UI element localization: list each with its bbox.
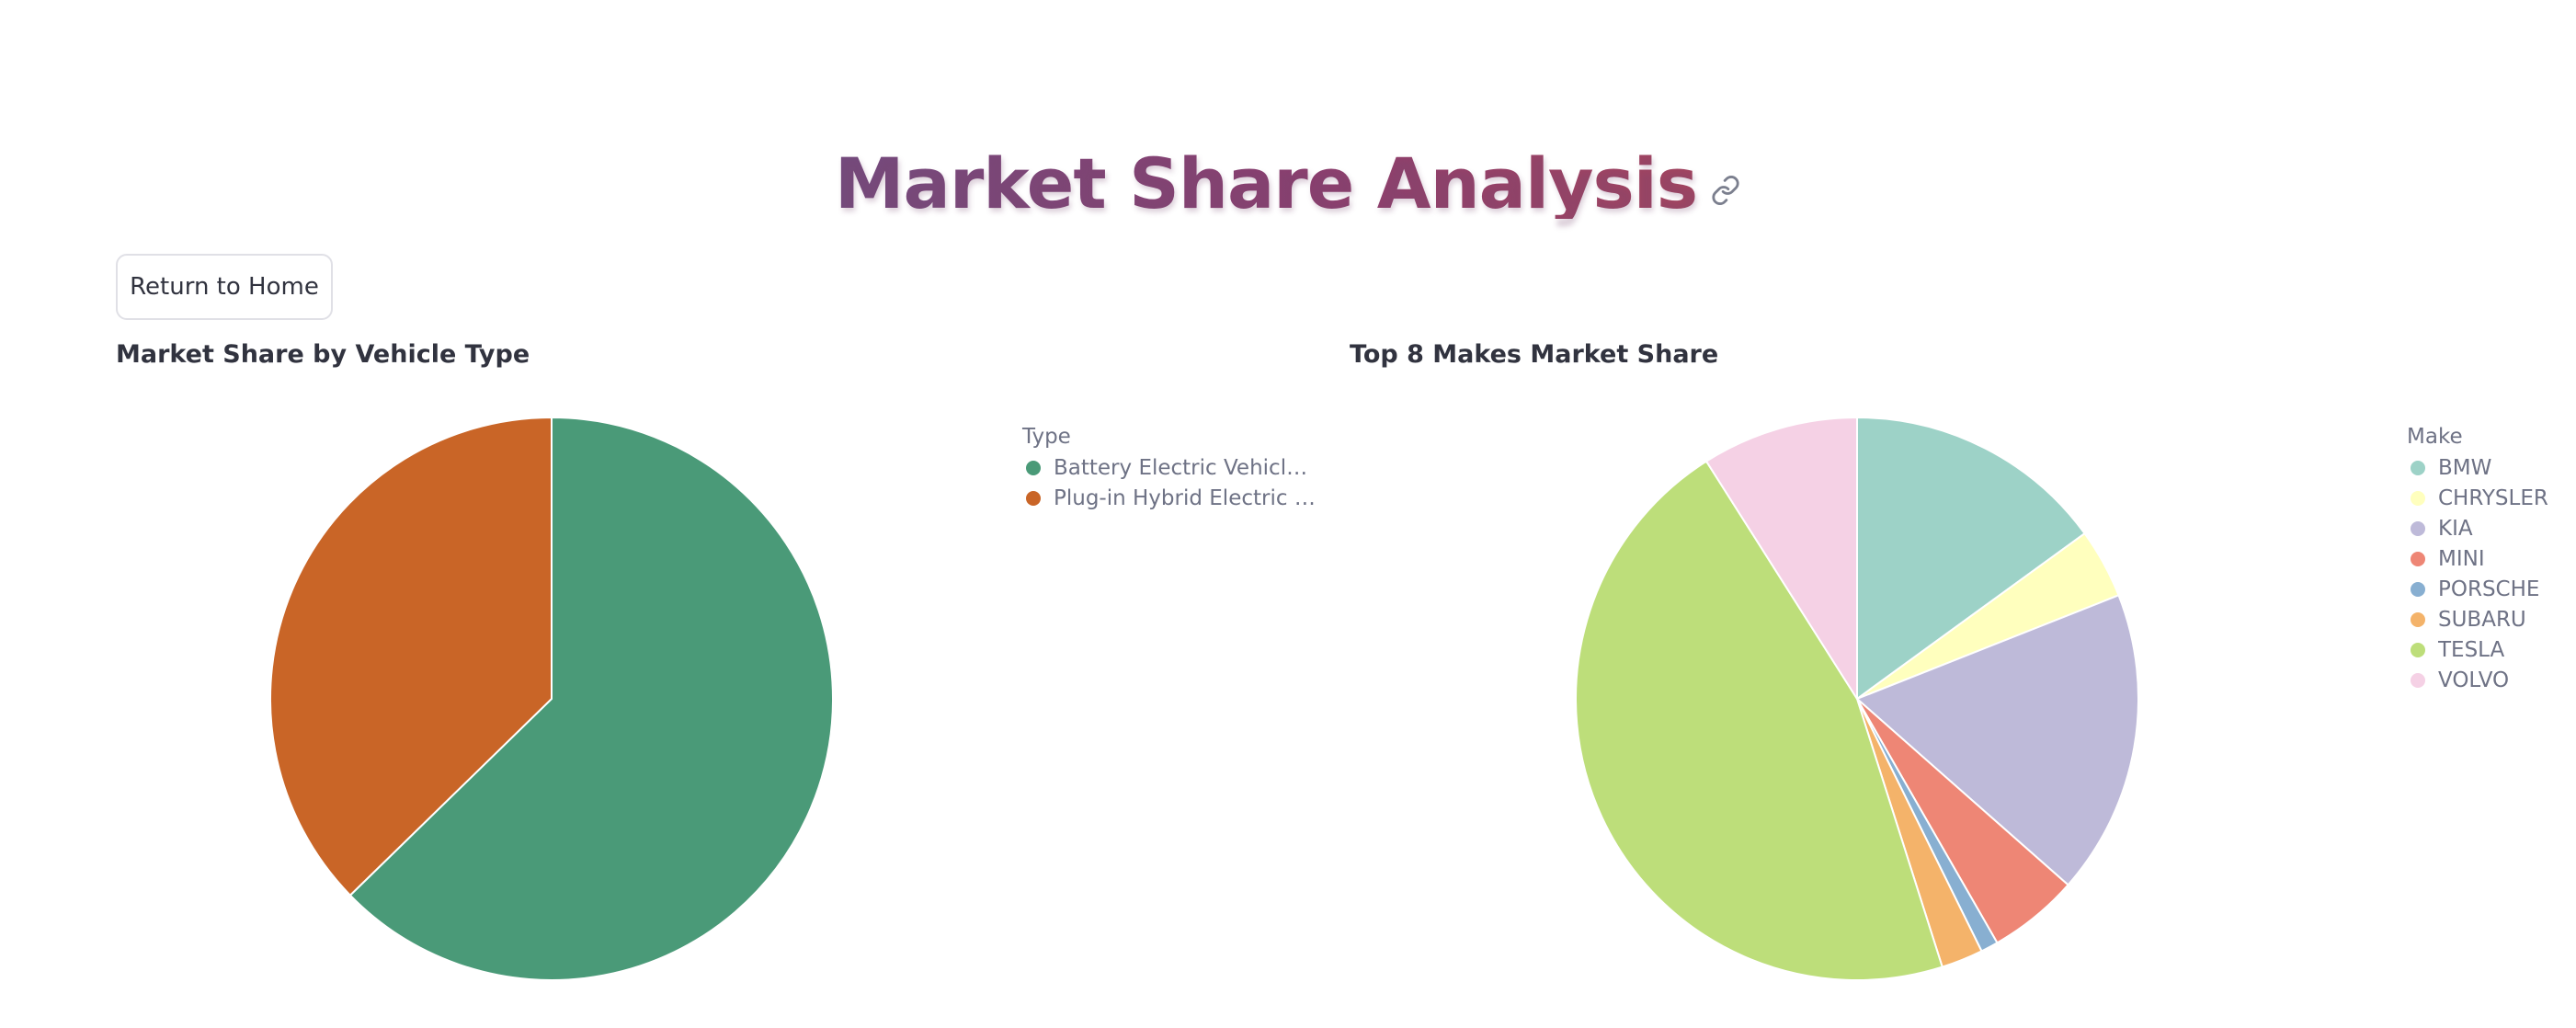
legend-label: BMW: [2438, 455, 2492, 480]
legend-item-subaru[interactable]: SUBARU: [2407, 604, 2572, 634]
legend-swatch: [1026, 490, 1041, 506]
legend-label: PORSCHE: [2438, 577, 2540, 601]
legend-swatch: [2411, 551, 2425, 566]
legend-item-kia[interactable]: KIA: [2407, 513, 2572, 543]
legend-label: MINI: [2438, 546, 2485, 571]
top-makes-legend: Make BMW CHRYSLER KIA MINI PORSCHE SUBAR…: [2407, 421, 2572, 695]
top-makes-pie-chart: [1575, 416, 2139, 981]
vehicle-type-pie-chart: [269, 416, 834, 981]
legend-label: VOLVO: [2438, 668, 2510, 692]
pie-slice-plug-in-hybrid-electric-v[interactable]: [269, 416, 553, 897]
legend-swatch: [2411, 672, 2425, 688]
legend-swatch: [2411, 520, 2425, 536]
legend-item-tesla[interactable]: TESLA: [2407, 634, 2572, 665]
legend-swatch: [2411, 642, 2425, 657]
legend-item-bev[interactable]: Battery Electric Vehicle (…: [1022, 452, 1316, 483]
page-title: Market Share Analysis: [834, 143, 1698, 224]
legend-swatch: [2411, 581, 2425, 597]
legend-item-chrysler[interactable]: CHRYSLER: [2407, 483, 2572, 513]
legend-swatch: [1026, 460, 1041, 475]
legend-item-porsche[interactable]: PORSCHE: [2407, 574, 2572, 604]
legend-label: KIA: [2438, 516, 2473, 541]
pie-slice-battery-electric-vehicle[interactable]: [348, 416, 834, 981]
chart-title-vehicle-type: Market Share by Vehicle Type: [116, 340, 530, 369]
legend-title: Make: [2407, 425, 2463, 449]
pie-slice-volvo[interactable]: [1704, 416, 1858, 702]
legend-label: Battery Electric Vehicle (…: [1054, 455, 1316, 480]
legend-item-bmw[interactable]: BMW: [2407, 452, 2572, 483]
pie-slice-bmw[interactable]: [1856, 416, 2086, 701]
pie-slice-kia[interactable]: [1855, 594, 2139, 886]
legend-swatch: [2411, 490, 2425, 506]
legend-label: Plug-in Hybrid Electric V…: [1054, 485, 1316, 510]
legend-swatch: [2411, 611, 2425, 627]
legend-swatch: [2411, 460, 2425, 475]
legend-title: Type: [1022, 425, 1071, 449]
legend-label: SUBARU: [2438, 607, 2526, 632]
legend-item-mini[interactable]: MINI: [2407, 543, 2572, 574]
legend-item-volvo[interactable]: VOLVO: [2407, 665, 2572, 695]
return-home-button[interactable]: Return to Home: [116, 254, 333, 320]
legend-label: CHRYSLER: [2438, 485, 2548, 510]
link-icon[interactable]: [1710, 175, 1741, 206]
vehicle-type-legend: Type Battery Electric Vehicle (… Plug-in…: [1022, 421, 1316, 513]
chart-title-top-makes: Top 8 Makes Market Share: [1350, 340, 1719, 369]
page-header: Market Share Analysis: [0, 129, 2576, 239]
legend-label: TESLA: [2438, 637, 2505, 662]
legend-item-phev[interactable]: Plug-in Hybrid Electric V…: [1022, 483, 1316, 513]
pie-slice-tesla[interactable]: [1575, 460, 1943, 981]
